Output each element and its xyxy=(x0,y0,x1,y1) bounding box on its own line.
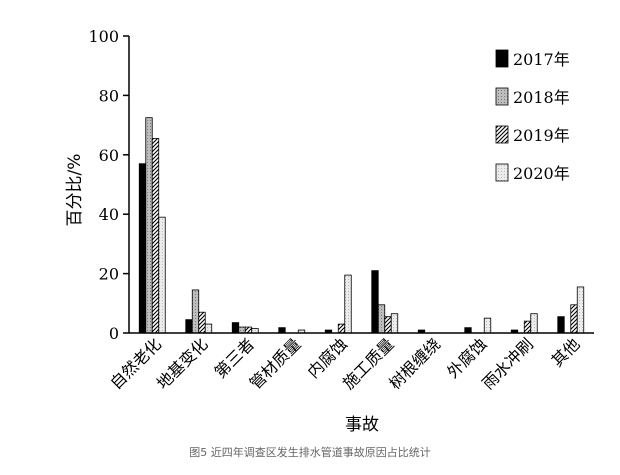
bar xyxy=(231,322,240,334)
legend-swatch xyxy=(495,49,509,68)
x-category-label: 地基变化 xyxy=(153,334,212,393)
y-tick-label: 100 xyxy=(88,27,119,46)
figure-caption: 图5 近四年调查区发生排水管道事故原因占比统计 xyxy=(189,446,431,459)
bar xyxy=(523,320,532,334)
y-axis-ticks: 0 20 40 60 80 100 xyxy=(88,27,129,343)
bar xyxy=(185,319,193,334)
bar xyxy=(371,270,379,334)
x-category-label: 树根缠绕 xyxy=(385,334,444,393)
legend-label: 2019年 xyxy=(513,126,570,145)
bar xyxy=(576,286,585,334)
x-category-label: 管材质量 xyxy=(246,334,305,393)
y-axis-title: 百分比/% xyxy=(65,154,85,227)
bar xyxy=(204,323,213,334)
bar xyxy=(198,311,206,334)
bar-chart: 0 20 40 60 80 100 自然老化地基变化 第三者管材质量 内腐蚀施工质量树根缠绕外… xyxy=(65,27,594,435)
legend-swatch xyxy=(495,125,509,144)
bar xyxy=(570,304,578,334)
y-tick-label: 40 xyxy=(99,205,119,224)
bar xyxy=(138,163,147,334)
x-category-label: 雨水冲刷 xyxy=(478,334,537,393)
legend-label: 2018年 xyxy=(513,88,570,107)
axes xyxy=(128,36,594,334)
bar xyxy=(557,316,565,334)
y-tick-label: 0 xyxy=(109,324,119,343)
bars xyxy=(138,117,585,334)
bar xyxy=(344,274,352,334)
bar xyxy=(390,313,399,334)
bar xyxy=(145,117,153,334)
bar xyxy=(238,326,246,334)
legend: 2017年 2018年 2019年 2020年 xyxy=(495,49,570,183)
y-tick-label: 80 xyxy=(99,86,119,105)
bar xyxy=(151,138,160,334)
bar xyxy=(158,216,166,334)
bar xyxy=(278,327,286,334)
bar xyxy=(384,316,392,334)
legend-swatch xyxy=(495,87,509,106)
legend-label: 2017年 xyxy=(513,50,570,69)
bar xyxy=(464,327,472,334)
y-tick-label: 20 xyxy=(99,265,119,284)
bar xyxy=(377,304,386,334)
bar xyxy=(191,289,200,334)
x-axis-title: 事故 xyxy=(345,415,379,435)
legend-swatch xyxy=(495,163,509,182)
bar xyxy=(244,326,253,334)
bar xyxy=(483,317,492,334)
bar xyxy=(530,313,538,334)
legend-label: 2020年 xyxy=(513,164,570,183)
y-tick-label: 60 xyxy=(99,146,119,165)
bar xyxy=(337,323,346,334)
x-category-label: 其他 xyxy=(548,334,584,370)
